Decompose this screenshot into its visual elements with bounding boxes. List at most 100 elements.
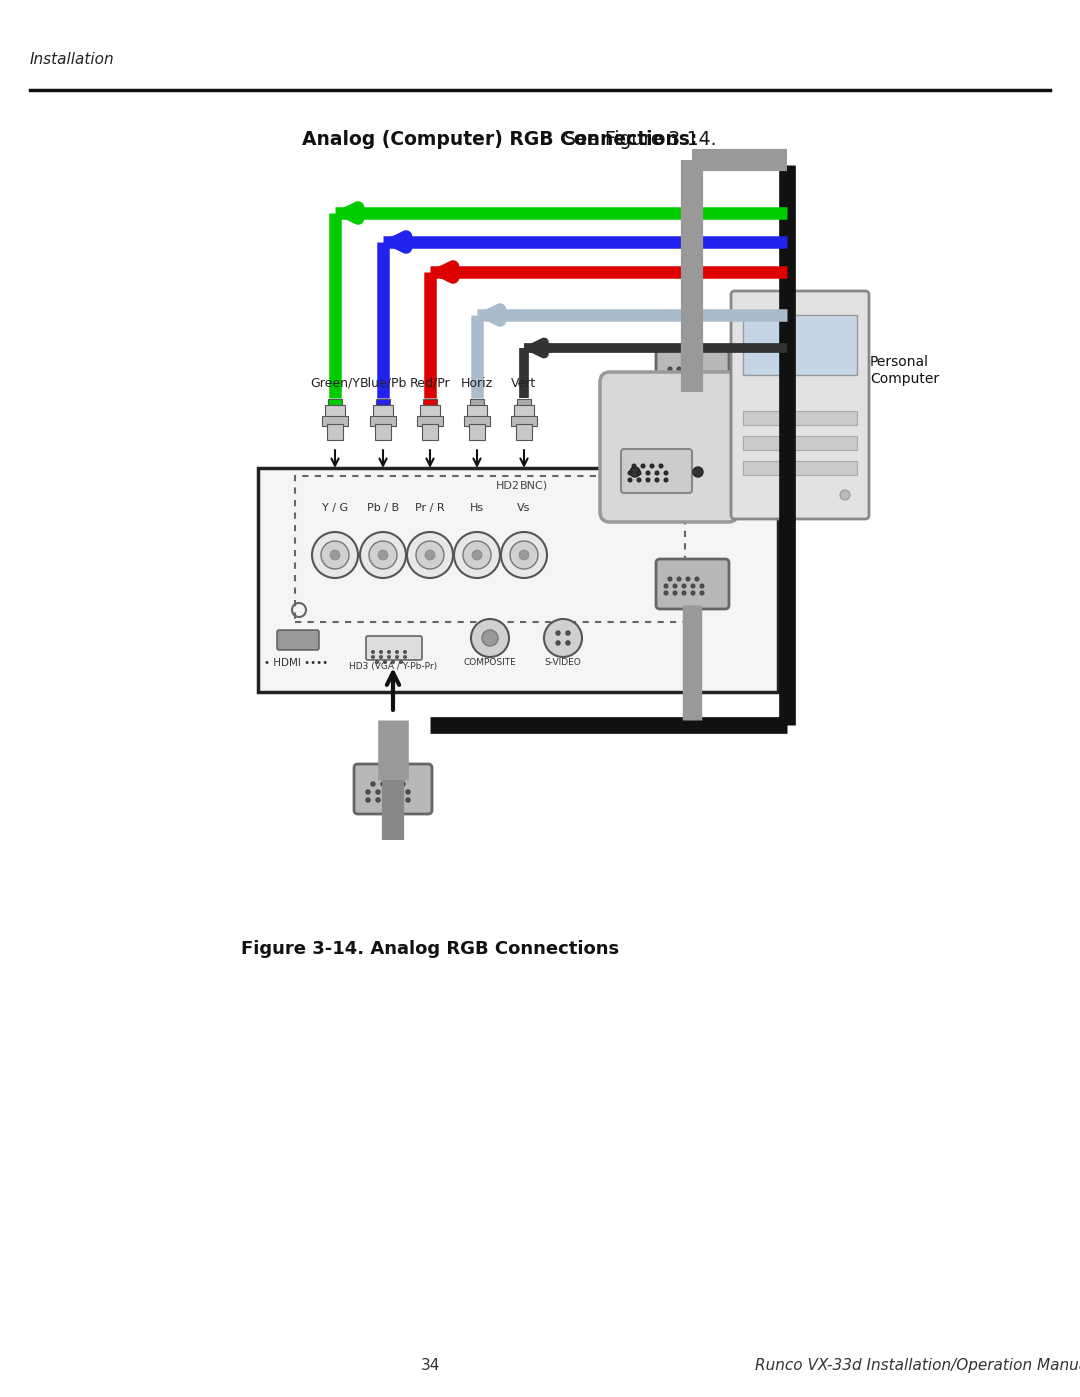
Circle shape <box>360 532 406 578</box>
Circle shape <box>556 641 561 645</box>
Bar <box>423 400 437 408</box>
Circle shape <box>642 464 645 468</box>
Circle shape <box>386 798 390 802</box>
Text: Y / G: Y / G <box>322 503 348 513</box>
Circle shape <box>691 374 694 377</box>
Circle shape <box>463 541 491 569</box>
Circle shape <box>471 619 509 657</box>
Circle shape <box>406 789 410 793</box>
Circle shape <box>392 661 394 664</box>
Text: Runco VX-33d Installation/Operation Manual: Runco VX-33d Installation/Operation Manu… <box>755 1358 1080 1373</box>
Circle shape <box>566 641 570 645</box>
Circle shape <box>686 577 690 581</box>
Text: COMPOSITE: COMPOSITE <box>463 658 516 666</box>
Circle shape <box>366 789 370 793</box>
Circle shape <box>454 532 500 578</box>
Circle shape <box>381 782 384 787</box>
Circle shape <box>650 464 653 468</box>
Bar <box>511 416 537 426</box>
Circle shape <box>677 577 680 581</box>
Bar <box>322 416 348 426</box>
Circle shape <box>673 374 677 377</box>
Circle shape <box>321 541 349 569</box>
Text: Figure 3-14. Analog RGB Connections: Figure 3-14. Analog RGB Connections <box>241 940 619 958</box>
Bar <box>743 461 858 475</box>
Text: HD2: HD2 <box>496 481 519 490</box>
Circle shape <box>646 471 650 475</box>
Circle shape <box>669 367 672 370</box>
Circle shape <box>372 651 375 654</box>
Circle shape <box>395 655 399 658</box>
Bar <box>514 405 534 420</box>
Text: Analog (Computer) RGB Connections:: Analog (Computer) RGB Connections: <box>302 130 698 149</box>
Bar <box>417 416 443 426</box>
Text: BNC): BNC) <box>519 481 549 490</box>
Text: Installation: Installation <box>30 52 114 67</box>
Circle shape <box>664 374 667 377</box>
Circle shape <box>691 591 694 595</box>
Circle shape <box>380 655 382 658</box>
Bar <box>743 314 858 374</box>
Bar <box>328 400 342 408</box>
FancyBboxPatch shape <box>656 559 729 609</box>
Bar <box>470 400 484 408</box>
Circle shape <box>700 584 704 588</box>
Circle shape <box>366 798 370 802</box>
Circle shape <box>372 782 375 787</box>
Circle shape <box>378 550 388 560</box>
Circle shape <box>386 789 390 793</box>
Circle shape <box>696 577 699 581</box>
FancyBboxPatch shape <box>731 291 869 520</box>
Circle shape <box>629 471 632 475</box>
Circle shape <box>664 591 667 595</box>
Bar <box>370 416 396 426</box>
Bar <box>258 468 778 692</box>
Circle shape <box>396 789 400 793</box>
Circle shape <box>664 584 667 588</box>
FancyBboxPatch shape <box>621 448 692 493</box>
Circle shape <box>556 631 561 636</box>
Circle shape <box>629 478 632 482</box>
Text: Hs: Hs <box>470 503 484 513</box>
Bar <box>469 425 485 440</box>
Circle shape <box>380 651 382 654</box>
Circle shape <box>664 471 667 475</box>
Bar <box>376 400 390 408</box>
Bar <box>422 425 438 440</box>
Circle shape <box>700 374 704 377</box>
Text: • HDMI ••••: • HDMI •••• <box>264 658 328 668</box>
Circle shape <box>683 381 686 384</box>
Circle shape <box>330 550 340 560</box>
Text: Pb / B: Pb / B <box>367 503 400 513</box>
Circle shape <box>376 661 378 664</box>
Bar <box>325 405 345 420</box>
Circle shape <box>700 591 704 595</box>
Circle shape <box>406 798 410 802</box>
FancyBboxPatch shape <box>656 349 729 400</box>
Circle shape <box>637 478 640 482</box>
Circle shape <box>840 490 850 500</box>
Circle shape <box>669 577 672 581</box>
Circle shape <box>519 550 529 560</box>
Circle shape <box>566 631 570 636</box>
Circle shape <box>472 550 482 560</box>
Circle shape <box>691 584 694 588</box>
Text: Green/Y: Green/Y <box>310 377 360 390</box>
Circle shape <box>404 655 406 658</box>
Circle shape <box>696 367 699 370</box>
Circle shape <box>404 651 406 654</box>
FancyBboxPatch shape <box>354 764 432 814</box>
Text: 34: 34 <box>420 1358 440 1373</box>
Bar <box>517 400 531 408</box>
Bar <box>373 405 393 420</box>
Circle shape <box>659 464 663 468</box>
Circle shape <box>369 541 397 569</box>
Circle shape <box>396 798 400 802</box>
Bar <box>375 425 391 440</box>
Circle shape <box>683 591 686 595</box>
Text: Pr / R: Pr / R <box>415 503 445 513</box>
Circle shape <box>501 532 546 578</box>
Circle shape <box>664 381 667 384</box>
Circle shape <box>691 381 694 384</box>
FancyBboxPatch shape <box>366 636 422 659</box>
